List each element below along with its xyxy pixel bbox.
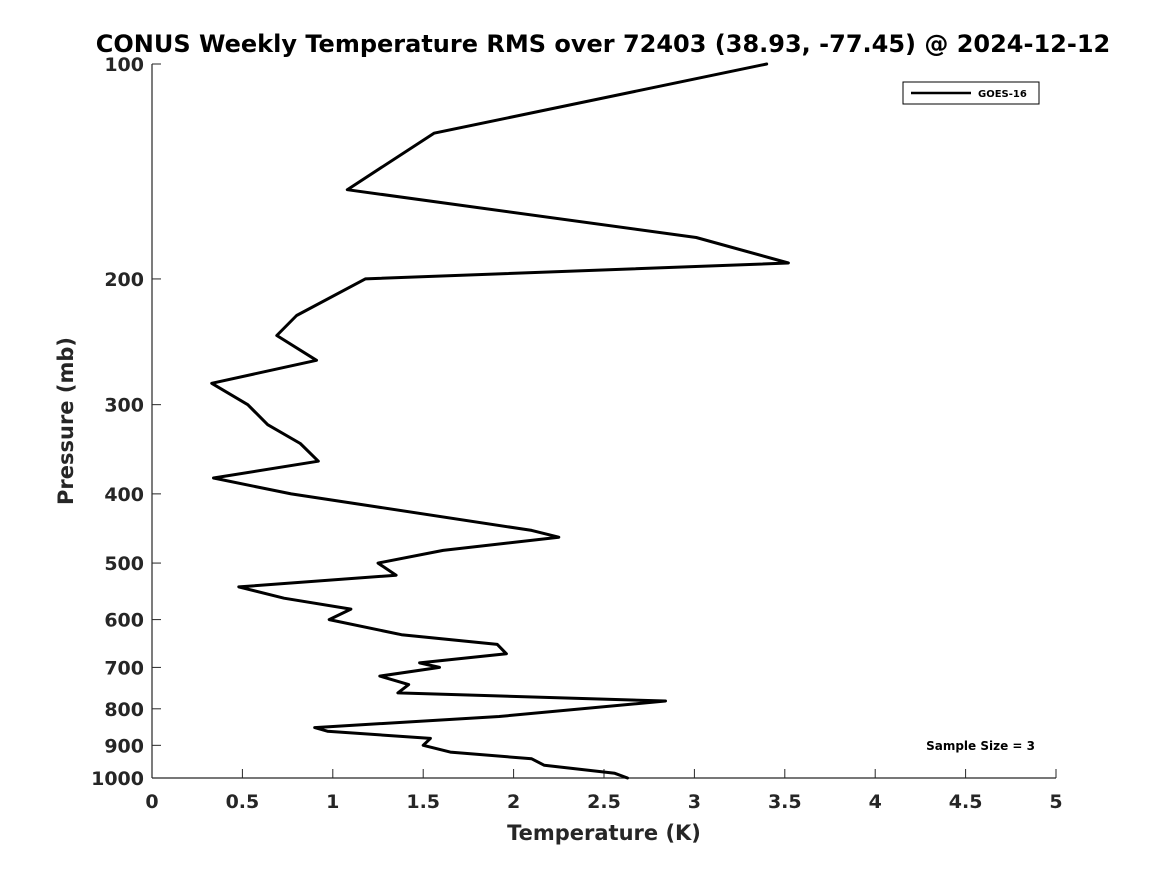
x-tick-label: 1 xyxy=(326,791,339,813)
x-tick-label: 2.5 xyxy=(587,791,621,813)
x-tick-label: 1.5 xyxy=(406,791,440,813)
y-tick-label: 900 xyxy=(104,735,144,757)
x-tick-label: 0 xyxy=(145,791,158,813)
y-tick-label: 300 xyxy=(104,395,144,417)
y-tick-label: 700 xyxy=(104,657,144,679)
legend: GOES-16 xyxy=(902,81,1040,105)
x-tick-label: 3 xyxy=(688,791,701,813)
series-line-goes-16 xyxy=(210,62,790,780)
x-axis: 0 0.5 1 1.5 2 2.5 3 3.5 4 4.5 5 xyxy=(145,769,1063,813)
x-tick-label: 3.5 xyxy=(768,791,802,813)
y-tick-label: 200 xyxy=(104,269,144,291)
y-axis: 100 200 300 400 500 600 700 800 900 1000 xyxy=(91,54,161,790)
y-tick-label: 800 xyxy=(104,699,144,721)
x-tick-label: 4 xyxy=(869,791,882,813)
chart-title: CONUS Weekly Temperature RMS over 72403 … xyxy=(96,30,1110,58)
legend-label-goes-16: GOES-16 xyxy=(978,89,1027,100)
y-tick-label: 400 xyxy=(104,484,144,506)
x-tick-label: 5 xyxy=(1049,791,1062,813)
y-tick-label: 100 xyxy=(104,54,144,76)
sample-size-annotation: Sample Size = 3 xyxy=(926,739,1035,753)
x-axis-label: Temperature (K) xyxy=(507,821,701,845)
y-tick-label: 600 xyxy=(104,610,144,632)
y-axis-label: Pressure (mb) xyxy=(54,337,78,505)
x-tick-label: 4.5 xyxy=(949,791,983,813)
series-layer xyxy=(210,62,790,780)
y-tick-label: 500 xyxy=(104,553,144,575)
y-tick-label: 1000 xyxy=(91,768,144,790)
x-tick-label: 0.5 xyxy=(226,791,260,813)
x-tick-label: 2 xyxy=(507,791,520,813)
